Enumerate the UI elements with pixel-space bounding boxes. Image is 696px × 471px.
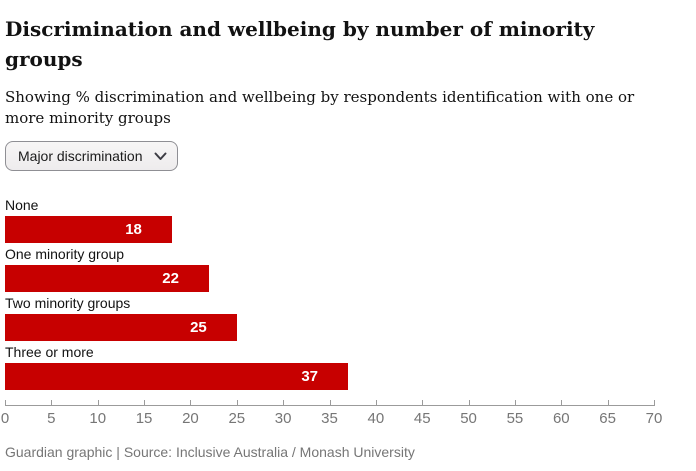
chevron-down-icon [154,152,167,161]
axis-tick-mark [607,400,609,406]
axis-tick-label: 35 [321,410,338,427]
bar: 22 [5,265,209,292]
bar-rows: None 18 One minority group 22 Two minority g… [5,197,654,390]
x-axis: 0 5 10 15 20 25 30 35 40 45 50 55 60 65 70 [1,400,662,434]
chart-subtitle: Showing % discrimination and wellbeing b… [5,88,635,127]
axis-tick-mark [283,400,285,406]
axis-tick-label: 5 [47,410,56,427]
bar-row: Two minority groups 25 [5,295,654,341]
axis-tick-label: 50 [460,410,477,427]
category-label: None [5,197,39,213]
axis-tick-label: 45 [413,410,431,427]
axis-tick-mark [51,400,53,406]
bar: 18 [5,216,172,243]
axis-tick-mark [561,400,563,406]
bar-value-label: 25 [190,319,207,336]
axis-tick-label: 20 [182,410,199,427]
axis-tick-mark [468,400,470,406]
axis-tick-mark [5,400,6,406]
axis-tick-label: 30 [274,410,292,427]
axis-tick-label: 65 [599,410,616,427]
axis-tick-mark [236,400,238,406]
bar-chart: None 18 One minority group 22 Two minority g… [1,197,663,434]
axis-tick-label: 60 [552,410,570,427]
bar-value-label: 37 [301,368,319,385]
axis-tick-mark [514,400,516,406]
axis-tick-mark [190,400,192,406]
bar-value-label: 18 [125,221,142,238]
category-label: Three or more [5,344,94,360]
axis-tick-mark [97,400,99,406]
axis-tick-mark [654,400,655,406]
axis-tick-label: 25 [228,410,246,427]
bar: 37 [5,363,349,390]
category-label: Two minority groups [5,295,131,311]
axis-tick-label: 40 [367,410,385,427]
axis-tick-label: 0 [0,410,10,427]
page-title: Discrimination and wellbeing by number o… [5,17,595,71]
category-label: One minority group [5,246,125,262]
axis-tick-label: 10 [89,410,107,427]
bar: 25 [5,314,237,341]
bar-value-label: 22 [162,270,179,287]
metric-select-dropdown[interactable]: Major discrimination [5,141,178,171]
axis-tick-label: 55 [506,410,524,427]
bar-row: None 18 [5,197,654,243]
source-credit: Guardian graphic | Source: Inclusive Aus… [5,444,415,460]
axis-tick-mark [422,400,424,406]
axis-tick-label: 70 [645,410,663,427]
axis-tick-label: 15 [135,410,153,427]
bar-row: Three or more 37 [5,344,654,390]
bar-row: One minority group 22 [5,246,654,292]
axis-tick-mark [329,400,331,406]
axis-tick-mark [375,400,377,406]
axis-tick-mark [144,400,146,406]
metric-select-value: Major discrimination [18,148,143,164]
